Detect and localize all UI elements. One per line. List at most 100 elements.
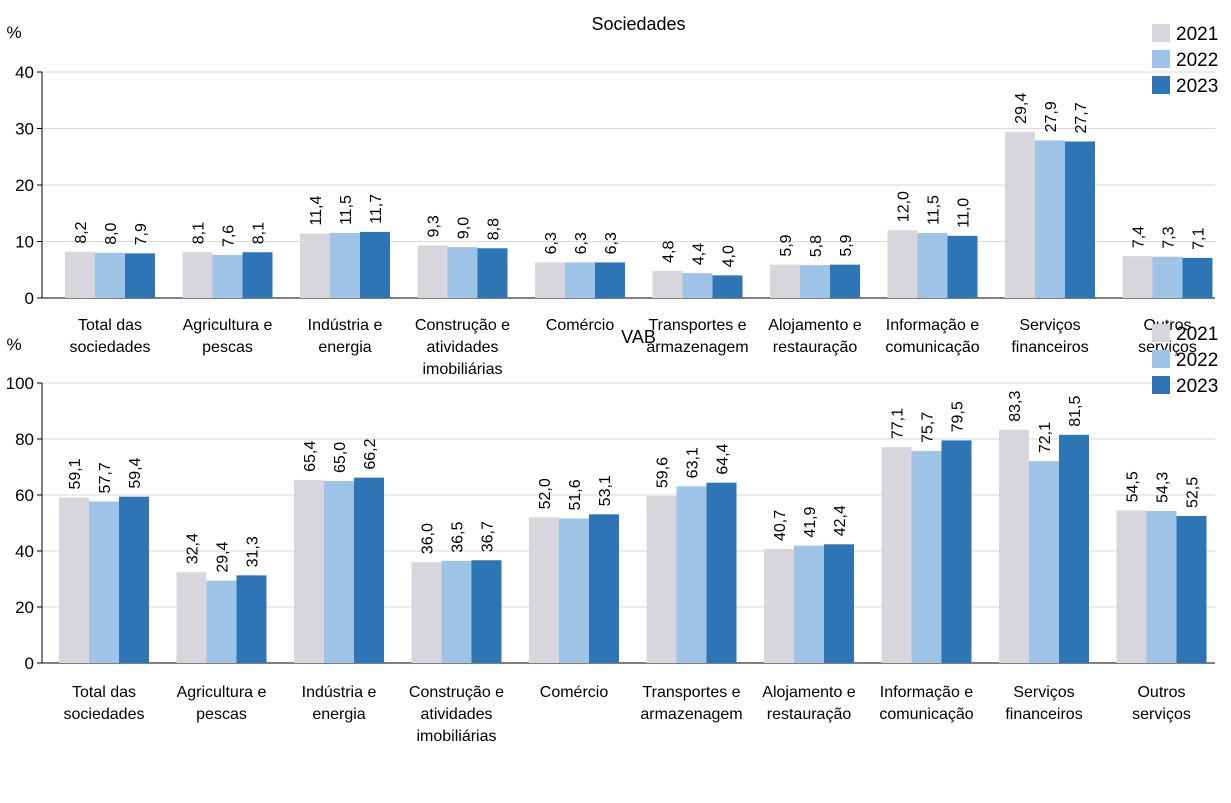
bar-2023 [119, 496, 149, 663]
bar-value-label: 7,4 [1131, 226, 1148, 248]
bar-2023 [1065, 141, 1095, 298]
x-category-label: Total das [78, 317, 142, 334]
x-category-label: Indústria e [302, 684, 377, 701]
bar-value-label: 8,8 [486, 218, 503, 240]
x-category-label: Transportes e [648, 317, 746, 334]
bar-2022 [794, 545, 824, 663]
bar-2022 [441, 560, 472, 663]
x-category-label: restauração [767, 706, 852, 723]
x-category-label: Informação e [886, 317, 979, 334]
legend-swatch-2023 [1152, 376, 1170, 394]
legend-label: 2022 [1176, 350, 1218, 371]
bar-2023 [125, 253, 155, 298]
bar-value-label: 31,3 [245, 536, 262, 567]
bar-2023 [1059, 434, 1089, 663]
bar-2023 [471, 560, 502, 663]
bar-value-label: 7,9 [133, 223, 150, 245]
bar-2021 [770, 264, 800, 298]
bar-2023 [242, 252, 273, 298]
bar-value-label: 65,0 [332, 442, 349, 473]
y-tick-label: 20 [15, 176, 34, 195]
bar-2022 [559, 518, 589, 663]
bar-value-label: 65,4 [302, 441, 319, 472]
bar-value-label: 36,7 [480, 521, 497, 552]
bar-2022 [676, 486, 707, 663]
y-tick-label: 40 [15, 542, 34, 561]
bar-value-label: 5,9 [838, 234, 855, 256]
bar-2021 [65, 251, 95, 298]
bar-2021 [764, 549, 794, 663]
x-category-label: Outros [1137, 684, 1185, 701]
y-tick-label: 0 [25, 289, 34, 308]
bar-2023 [589, 514, 619, 663]
bar-value-label: 7,3 [1161, 226, 1178, 248]
y-tick-label: 20 [15, 598, 34, 617]
y-tick-label: 80 [15, 430, 34, 449]
bar-2023 [595, 262, 625, 298]
bar-2021 [529, 517, 559, 663]
bar-2023 [1182, 257, 1213, 298]
bar-2021 [300, 233, 330, 298]
y-tick-label: 60 [15, 486, 34, 505]
bar-2022 [1152, 256, 1183, 298]
bar-2021 [411, 562, 442, 663]
bar-value-label: 52,0 [537, 478, 554, 509]
bar-2022 [1146, 510, 1177, 663]
y-axis-label: % [6, 23, 21, 42]
bar-2022 [89, 501, 119, 663]
bar-value-label: 11,4 [308, 196, 325, 226]
bar-2021 [887, 230, 918, 298]
bar-2023 [354, 477, 384, 663]
bar-2023 [236, 575, 267, 663]
x-category-label: energia [312, 706, 365, 723]
x-category-label: sociedades [70, 339, 151, 356]
bar-2023 [706, 482, 737, 663]
bar-2022 [1035, 140, 1065, 298]
bar-2022 [206, 580, 237, 663]
bar-2023 [360, 231, 390, 298]
x-category-label: Transportes e [642, 684, 740, 701]
x-category-label: comunicação [885, 339, 979, 356]
bar-value-label: 4,0 [721, 245, 738, 267]
x-category-label: Serviços [1019, 317, 1080, 334]
y-tick-label: 40 [15, 63, 34, 82]
bar-value-label: 59,1 [67, 458, 84, 489]
y-tick-label: 0 [25, 654, 34, 673]
bar-2022 [911, 451, 942, 663]
bar-2021 [1122, 256, 1153, 298]
x-category-label: atividades [426, 339, 498, 356]
x-category-label: serviços [1132, 706, 1191, 723]
x-category-label: Agricultura e [177, 684, 267, 701]
chart-title: VAB [621, 327, 656, 347]
bar-2021 [652, 270, 683, 298]
bar-value-label: 6,3 [543, 232, 560, 254]
bar-2021 [999, 429, 1029, 663]
legend-swatch-2023 [1152, 76, 1170, 94]
x-category-label: armazenagem [640, 706, 742, 723]
legend-swatch-2022 [1152, 350, 1170, 368]
bar-2022 [682, 273, 713, 298]
bar-2023 [1176, 516, 1207, 663]
chart-panel-2: VAB% 0 20 40 60 80 100 59,1 57,7 59,4 Total das soc… [6, 324, 1218, 745]
x-category-label: pescas [196, 706, 247, 723]
bar-2021 [1005, 131, 1035, 298]
bar-2021 [535, 262, 565, 298]
x-category-label: restauração [773, 339, 858, 356]
x-category-label: Total das [72, 684, 136, 701]
bar-value-label: 64,4 [715, 443, 732, 474]
x-category-label: armazenagem [646, 339, 748, 356]
x-category-label: Construção e [415, 317, 510, 334]
bar-value-label: 5,9 [778, 234, 795, 256]
legend-label: 2023 [1176, 76, 1218, 97]
legend-label: 2023 [1176, 376, 1218, 397]
x-category-label: Comércio [540, 684, 609, 701]
bar-value-label: 77,1 [890, 408, 907, 439]
bar-2022 [330, 233, 360, 298]
x-category-label: financeiros [1005, 706, 1082, 723]
bar-value-label: 54,3 [1155, 472, 1172, 503]
x-category-label: Informação e [880, 684, 973, 701]
bar-2022 [212, 255, 243, 298]
bar-value-label: 27,7 [1073, 102, 1090, 133]
